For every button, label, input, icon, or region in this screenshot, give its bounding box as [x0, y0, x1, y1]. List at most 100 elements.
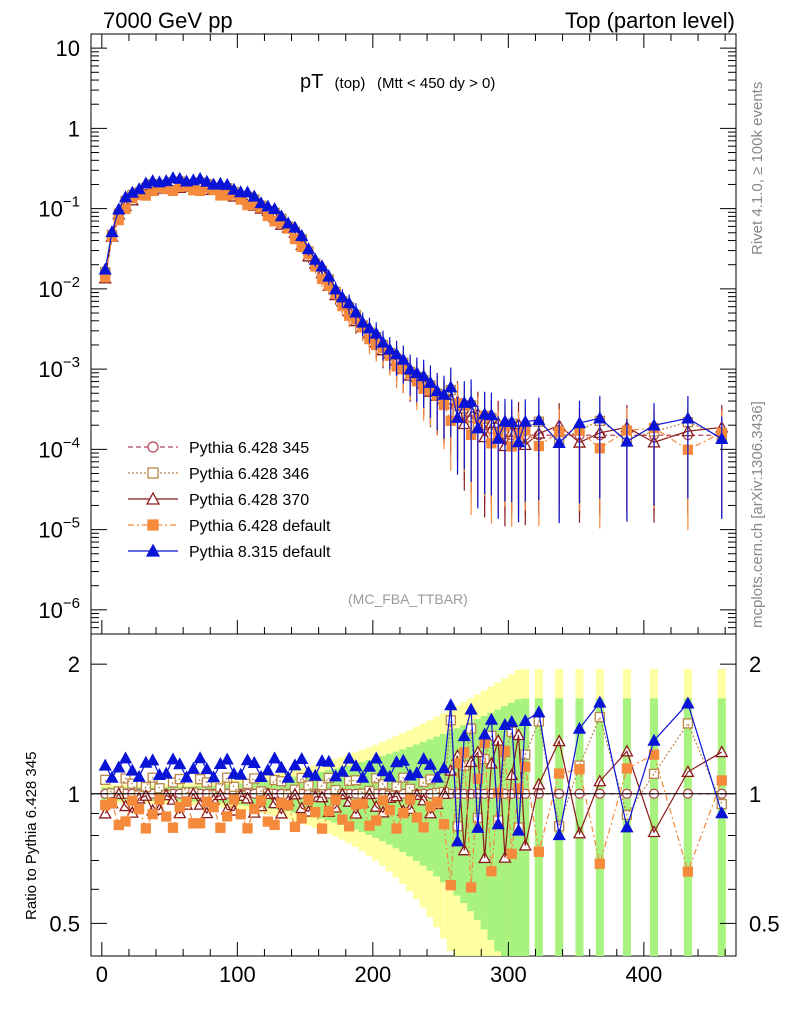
ratio-band-green: [487, 712, 496, 940]
ratio-band-green: [507, 702, 516, 956]
ratio-tick-label-right: 1: [749, 782, 761, 807]
y-tick-exp: −1: [63, 194, 80, 211]
legend-marker: [145, 491, 161, 505]
y-tick-label: 10−6: [38, 595, 80, 623]
watermark: (MC_FBA_TTBAR): [348, 591, 468, 607]
x-tick-label: 300: [490, 962, 527, 987]
ratio-point: [574, 764, 585, 775]
y-tick-label: 10−1: [38, 194, 80, 222]
ratio-point: [513, 783, 524, 794]
ratio-tick-label: 0.5: [49, 911, 80, 936]
ratio-point: [167, 822, 179, 833]
ratio-plot-frame: [90, 633, 737, 957]
ratio-point: [316, 779, 328, 791]
y-tick-label: 10−4: [38, 434, 80, 462]
ratio-point: [404, 783, 416, 794]
legend-label: Pythia 6.428 370: [189, 492, 309, 509]
header-right: Top (parton level): [565, 8, 735, 33]
side-label-events: Rivet 4.1.0, ≥ 100k events: [749, 82, 766, 255]
side-label-source: mcplots.cern.ch [arXiv:1306.3436]: [749, 401, 766, 628]
y-tick-label: 10: [56, 36, 80, 61]
series-line: [104, 183, 722, 436]
ratio-band-green: [595, 698, 604, 956]
ratio-point: [594, 711, 605, 723]
ratio-point: [201, 796, 213, 807]
ratio-band-green: [683, 698, 692, 956]
legend: Pythia 6.428 345 Pythia 6.428 346 Pythia 6…: [128, 440, 331, 561]
x-tick-label: 200: [354, 962, 391, 987]
ratio-point: [174, 801, 185, 813]
y-tick-label: 10−2: [38, 274, 80, 302]
ratio-point: [337, 814, 348, 825]
ratio-point: [303, 794, 314, 805]
y-tick-label: 10−3: [38, 354, 80, 382]
ratio-tick-label-right: 2: [749, 652, 761, 677]
ratio-point: [208, 802, 219, 813]
ratio-point: [310, 807, 321, 818]
legend-label: Pythia 6.428 345: [189, 440, 309, 457]
x-tick-label: 0: [96, 962, 108, 987]
ratio-tick-label-right: 0.5: [749, 911, 780, 936]
y-tick-label: 10−5: [38, 515, 80, 543]
ratio-point: [140, 823, 152, 834]
legend-marker: [147, 519, 159, 531]
ratio-point: [343, 821, 355, 832]
y-tick-base: 10: [56, 36, 80, 61]
ratio-band-green: [534, 698, 543, 956]
ratio-point: [520, 761, 531, 772]
y-tick-base: 10: [38, 277, 62, 302]
y-tick-base: 10: [38, 518, 62, 543]
ratio-band-green: [399, 749, 408, 853]
ratio-band-green: [480, 715, 489, 930]
legend-marker: [147, 467, 159, 479]
title-sub2: (Mtt < 450 dy > 0): [377, 75, 495, 92]
ratio-band-green: [453, 728, 462, 896]
series-line: [104, 177, 723, 444]
y-tick-exp: −5: [63, 515, 80, 532]
ratio-axis-ticks: 0.5 0.5 1 1 2 2: [49, 652, 779, 936]
y-tick-base: 10: [38, 598, 62, 623]
ratio-point: [106, 797, 118, 809]
y-tick-base: 10: [38, 437, 62, 462]
ratio-band-green: [494, 709, 503, 952]
legend-marker: [147, 441, 159, 453]
y-tick-base: 10: [38, 357, 62, 382]
ratio-band-green: [717, 698, 726, 956]
ratio-point: [269, 819, 280, 831]
ratio-point: [147, 809, 158, 820]
ratio-point: [404, 794, 416, 805]
ratio-point: [235, 809, 246, 820]
legend-marker: [145, 543, 161, 557]
ratio-tick-label: 1: [68, 782, 80, 807]
ratio-point: [242, 823, 253, 834]
x-axis-ticks: 0 100 200 300 400: [96, 34, 726, 987]
ratio-point: [398, 808, 409, 819]
ratio-point: [222, 811, 233, 822]
ratio-line: [104, 701, 723, 842]
ratio-point: [255, 795, 267, 806]
x-tick-label: 400: [625, 962, 662, 987]
chart-title: pT (top) (Mtt < 450 dy > 0): [300, 71, 495, 93]
y-tick-exp: −4: [63, 434, 80, 451]
series-line: [104, 185, 723, 451]
main-plot-frame: [90, 33, 737, 635]
y-tick-label: 1: [68, 116, 80, 141]
ratio-band-green: [467, 722, 476, 912]
legend-label: Pythia 6.428 default: [189, 518, 331, 535]
ratio-point: [98, 758, 112, 771]
ratio-point: [371, 815, 382, 826]
series-line: [104, 184, 722, 448]
header-left: 7000 GeV pp: [103, 8, 233, 33]
legend-label: Pythia 8.315 default: [189, 544, 331, 561]
y-tick-exp: −6: [63, 595, 80, 612]
series-line: [104, 180, 723, 443]
ratio-point: [682, 718, 694, 729]
ratio-point: [296, 772, 307, 784]
ratio-point: [323, 805, 334, 817]
ratio-line: [105, 743, 723, 888]
title-sub1: (top): [335, 75, 366, 92]
ratio-band-green: [446, 731, 455, 889]
ratio-band-green: [412, 744, 421, 861]
